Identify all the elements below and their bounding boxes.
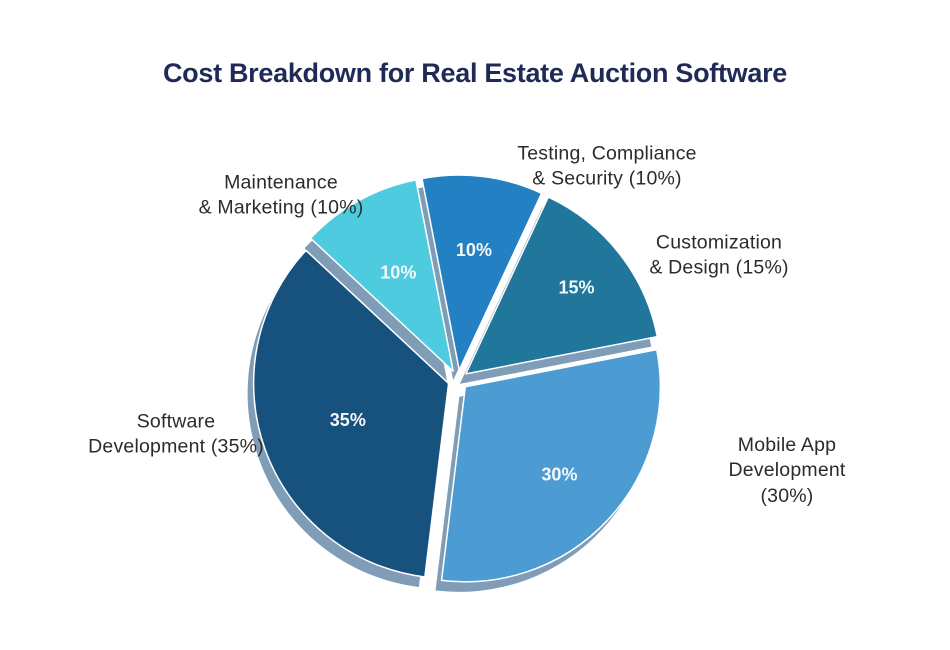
slice-value-label-testing-compliance-security: 10% <box>456 240 492 260</box>
pie-slice-mobile-app-development <box>440 348 662 583</box>
pie-slice-customization-design <box>465 196 659 375</box>
slice-label-customization-design: Customization & Design (15%) <box>649 231 789 279</box>
pie-slice-software-development <box>252 249 450 578</box>
slice-label-mobile-app-development: Mobile App Development (30%) <box>728 433 846 507</box>
slice-label-testing-compliance-security: Testing, Compliance & Security (10%) <box>517 142 697 190</box>
chart-title: Cost Breakdown for Real Estate Auction S… <box>162 58 787 88</box>
slice-label-software-development: Software Development (35%) <box>88 410 264 458</box>
slice-value-label-mobile-app-development: 30% <box>541 465 577 485</box>
pie-slice-maintenance-marketing <box>309 179 454 372</box>
slice-value-label-customization-design: 15% <box>559 277 595 297</box>
pie-slice-testing-compliance-security <box>421 174 543 371</box>
slice-label-maintenance-marketing: Maintenance & Marketing (10%) <box>198 171 364 219</box>
slice-value-label-software-development: 35% <box>330 410 366 430</box>
slice-value-label-maintenance-marketing: 10% <box>380 262 416 282</box>
